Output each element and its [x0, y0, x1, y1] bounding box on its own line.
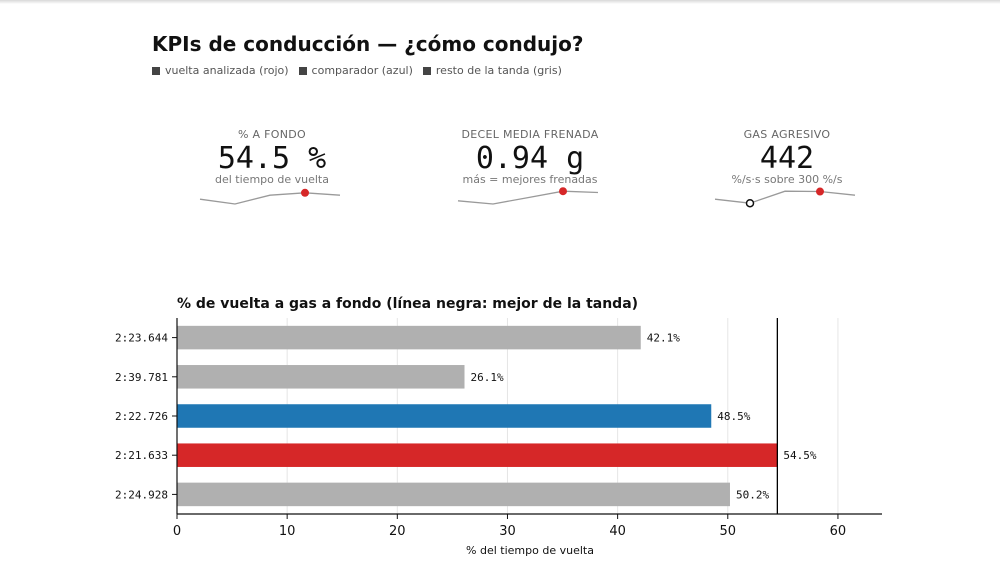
y-tick-label: 2:24.928 — [115, 488, 168, 501]
sparkline-path — [199, 192, 341, 205]
x-tick-label: 50 — [720, 524, 737, 539]
kpi-label: DECEL MEDIA FRENADA — [461, 128, 599, 141]
sparkline-path — [457, 190, 599, 205]
kpi-value: 442 — [759, 141, 815, 176]
bar — [177, 325, 641, 350]
kpi-subtitle: %/s·s sobre 300 %/s — [731, 173, 843, 186]
square-icon — [152, 66, 160, 75]
sparkline-highlight-point — [301, 188, 309, 197]
kpi-value: 54.5 % — [217, 141, 327, 176]
bar-value-label: 26.1% — [471, 371, 504, 384]
square-icon — [298, 66, 307, 75]
legend: vuelta analizada (rojo) comparador (azul… — [152, 64, 562, 77]
sparkline-aggressive-throttle — [714, 187, 856, 208]
bar — [177, 443, 778, 467]
legend-label: vuelta analizada (rojo) — [165, 64, 289, 77]
y-tick-label: 2:21.633 — [115, 449, 168, 462]
x-tick-label: 60 — [830, 524, 847, 539]
chart-title: % de vuelta a gas a fondo (línea negra: … — [177, 296, 638, 312]
bar — [177, 482, 730, 507]
x-axis-label: % del tiempo de vuelta — [466, 544, 594, 557]
sparkline-full-throttle — [199, 188, 341, 205]
x-tick-label: 30 — [499, 524, 516, 539]
bar-value-label: 42.1% — [647, 332, 680, 345]
axes: 2:23.644 2:39.781 2:22.726 2:21.633 2:24.928… — [115, 318, 882, 539]
bars: 42.1% 26.1% 48.5% 54.5% 50.2% — [177, 318, 817, 514]
square-icon — [422, 66, 431, 75]
sparkline-path — [714, 190, 856, 204]
y-tick-label: 2:23.644 — [115, 332, 168, 345]
x-tick-label: 20 — [389, 524, 406, 539]
x-tick-label: 10 — [279, 524, 296, 539]
legend-item-comparator: comparador (azul) — [298, 64, 413, 77]
kpi-value: 0.94 g — [475, 141, 585, 176]
x-tick-label: 40 — [609, 524, 626, 539]
bar — [177, 365, 465, 389]
page-title: KPIs de conducción — ¿cómo condujo? — [152, 32, 584, 56]
bar — [177, 404, 712, 428]
legend-item-rest: resto de la tanda (gris) — [422, 64, 562, 77]
kpi-label: % A FONDO — [237, 128, 306, 141]
legend-item-analyzed: vuelta analizada (rojo) — [152, 64, 289, 77]
bar-value-label: 54.5% — [783, 449, 816, 462]
sparkline-highlight-point — [559, 187, 567, 196]
kpi-aggressive-throttle: GAS AGRESIVO 442 %/s·s sobre 300 %/s — [687, 128, 887, 186]
bar-value-label: 50.2% — [736, 488, 769, 501]
bar-value-label: 48.5% — [717, 410, 750, 423]
kpi-subtitle: del tiempo de vuelta — [215, 173, 329, 186]
sparkline-highlight-point — [816, 187, 824, 196]
kpi-braking-decel: DECEL MEDIA FRENADA 0.94 g más = mejores… — [430, 128, 630, 186]
y-tick-label: 2:39.781 — [115, 371, 168, 384]
kpi-label: GAS AGRESIVO — [743, 128, 831, 141]
sparkline-braking-decel — [457, 187, 599, 205]
y-tick-label: 2:22.726 — [115, 410, 168, 423]
legend-label: resto de la tanda (gris) — [435, 64, 562, 77]
kpi-full-throttle: % A FONDO 54.5 % del tiempo de vuelta — [172, 128, 372, 186]
sparkline-marker-point — [745, 198, 755, 208]
legend-label: comparador (azul) — [311, 64, 413, 77]
kpi-subtitle: más = mejores frenadas — [462, 173, 598, 186]
top-shadow — [0, 0, 1000, 4]
x-tick-label: 0 — [173, 524, 181, 539]
